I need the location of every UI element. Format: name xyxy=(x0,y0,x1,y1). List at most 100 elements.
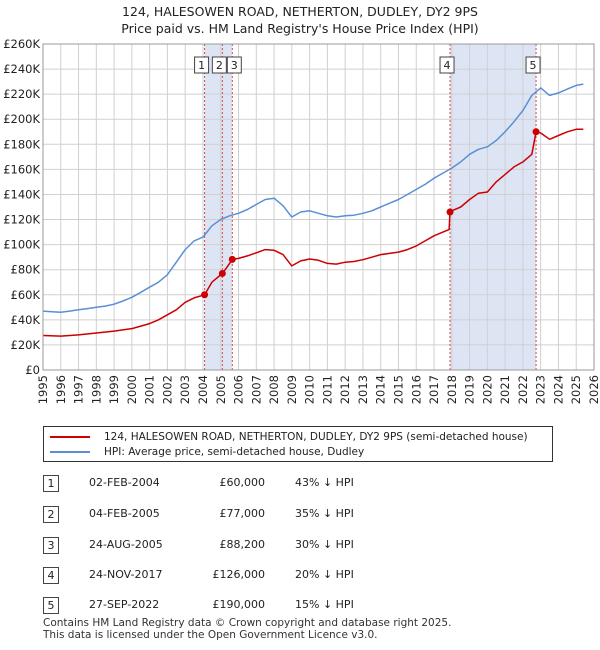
x-tick-label: 2010 xyxy=(303,375,317,404)
property-legend-label: 124, HALESOWEN ROAD, NETHERTON, DUDLEY, … xyxy=(104,431,528,443)
footer-attribution: Contains HM Land Registry data © Crown c… xyxy=(43,617,451,641)
transaction-date: 04-FEB-2005 xyxy=(89,507,160,520)
sale-point xyxy=(532,128,540,136)
x-tick-label: 2007 xyxy=(249,375,263,404)
transaction-number-badge: 3 xyxy=(43,537,59,554)
sale-badge-box xyxy=(226,56,242,74)
shaded-period xyxy=(204,44,233,370)
x-tick-label: 2009 xyxy=(285,375,299,404)
y-tick-label: £220K xyxy=(3,87,40,101)
footer-license: This data is licensed under the Open Gov… xyxy=(43,629,378,641)
y-tick-label: £0 xyxy=(25,363,40,377)
x-tick-label: 2014 xyxy=(374,375,388,404)
sale-badge-number: 3 xyxy=(231,59,238,72)
x-tick-label: 2024 xyxy=(551,375,565,404)
transaction-number-badge: 2 xyxy=(43,506,59,523)
x-tick-label: 2004 xyxy=(196,375,210,404)
transaction-row: 2 04-FEB-2005 £77,000 35% ↓ HPI xyxy=(43,506,563,523)
transaction-hpi-diff: 43% ↓ HPI xyxy=(295,476,354,489)
x-tick-label: 2018 xyxy=(445,375,459,404)
x-tick-label: 2003 xyxy=(178,375,192,404)
transaction-hpi-diff: 35% ↓ HPI xyxy=(295,507,354,520)
x-tick-label: 2026 xyxy=(587,375,600,404)
transaction-hpi-diff: 30% ↓ HPI xyxy=(295,538,354,551)
plot-frame xyxy=(42,43,595,371)
property-legend-swatch xyxy=(50,436,90,438)
x-tick-label: 2019 xyxy=(463,375,477,404)
sale-badge-number: 4 xyxy=(444,59,451,72)
transaction-date: 02-FEB-2004 xyxy=(89,476,160,489)
y-tick-label: £60K xyxy=(11,288,41,302)
hpi-line xyxy=(42,83,584,314)
footer-copyright: Contains HM Land Registry data © Crown c… xyxy=(43,617,452,629)
price-chart: £0 £20K £40K £60K £80K £100K £120K £140K £160K £1… xyxy=(3,37,600,404)
sale-badge-box xyxy=(194,56,210,74)
sale-point xyxy=(218,269,226,277)
y-tick-label: £140K xyxy=(3,187,40,201)
sale-point xyxy=(446,208,454,216)
transaction-row: 4 24-NOV-2017 £126,000 20% ↓ HPI xyxy=(43,567,563,584)
x-tick-label: 2005 xyxy=(214,375,228,404)
x-tick-label: 1995 xyxy=(36,375,50,404)
x-tick-label: 2015 xyxy=(392,375,406,404)
y-tick-label: £200K xyxy=(3,112,40,126)
x-tick-label: 1999 xyxy=(107,375,121,404)
transaction-hpi-diff: 15% ↓ HPI xyxy=(295,598,354,611)
hpi-legend-swatch xyxy=(50,451,90,453)
chart-title: 124, HALESOWEN ROAD, NETHERTON, DUDLEY, … xyxy=(122,4,478,19)
transaction-date: 27-SEP-2022 xyxy=(89,598,160,611)
transaction-date: 24-NOV-2017 xyxy=(89,568,163,581)
sale-point xyxy=(228,255,236,263)
y-tick-label: £100K xyxy=(3,238,40,252)
x-tick-label: 1996 xyxy=(54,375,68,404)
x-tick-label: 2002 xyxy=(160,375,174,404)
x-tick-label: 2001 xyxy=(143,375,157,404)
transaction-row: 5 27-SEP-2022 £190,000 15% ↓ HPI xyxy=(43,597,563,614)
x-tick-label: 2020 xyxy=(480,375,494,404)
transaction-date: 24-AUG-2005 xyxy=(89,538,163,551)
transaction-price: £190,000 xyxy=(212,598,266,611)
chart-subtitle: Price paid vs. HM Land Registry's House … xyxy=(121,21,479,36)
x-tick-label: 2021 xyxy=(498,375,512,404)
shaded-period xyxy=(450,44,537,370)
x-tick-label: 2008 xyxy=(267,375,281,404)
x-tick-label: 2025 xyxy=(569,375,583,404)
chart-legend: 124, HALESOWEN ROAD, NETHERTON, DUDLEY, … xyxy=(43,426,553,462)
transaction-row: 1 02-FEB-2004 £60,000 43% ↓ HPI xyxy=(43,475,563,492)
x-tick-label: 2017 xyxy=(427,375,441,404)
transaction-price: £77,000 xyxy=(219,507,266,520)
sale-point xyxy=(201,291,209,299)
transaction-hpi-diff: 20% ↓ HPI xyxy=(295,568,354,581)
transaction-price: £88,200 xyxy=(219,538,266,551)
hpi-legend-label: HPI: Average price, semi-detached house,… xyxy=(104,446,365,458)
x-tick-label: 2000 xyxy=(125,375,139,404)
y-tick-label: £240K xyxy=(3,62,40,76)
sale-badge-number: 2 xyxy=(216,59,223,72)
sale-badge-box xyxy=(525,56,541,74)
transaction-number-badge: 1 xyxy=(43,475,59,492)
y-tick-label: £260K xyxy=(3,37,40,51)
x-tick-label: 2011 xyxy=(320,375,334,404)
y-tick-label: £180K xyxy=(3,137,40,151)
y-tick-label: £160K xyxy=(3,162,40,176)
y-tick-label: £120K xyxy=(3,213,40,227)
property-price-line xyxy=(42,128,584,337)
transaction-row: 3 24-AUG-2005 £88,200 30% ↓ HPI xyxy=(43,537,563,554)
x-tick-label: 2013 xyxy=(356,375,370,404)
x-tick-label: 2023 xyxy=(534,375,548,404)
transaction-number-badge: 4 xyxy=(43,567,59,584)
x-tick-label: 2016 xyxy=(409,375,423,404)
sale-badge-box xyxy=(211,56,227,74)
sale-badge-number: 5 xyxy=(530,59,537,72)
x-tick-label: 2022 xyxy=(516,375,530,404)
y-tick-label: £40K xyxy=(11,313,41,327)
x-tick-label: 1998 xyxy=(89,375,103,404)
y-tick-label: £80K xyxy=(11,263,41,277)
y-tick-label: £20K xyxy=(11,338,41,352)
transaction-price: £60,000 xyxy=(219,476,266,489)
x-tick-label: 2012 xyxy=(338,375,352,404)
transaction-price: £126,000 xyxy=(212,568,266,581)
transaction-number-badge: 5 xyxy=(43,597,59,614)
x-tick-label: 2006 xyxy=(232,375,246,404)
sale-badge-number: 1 xyxy=(198,59,205,72)
